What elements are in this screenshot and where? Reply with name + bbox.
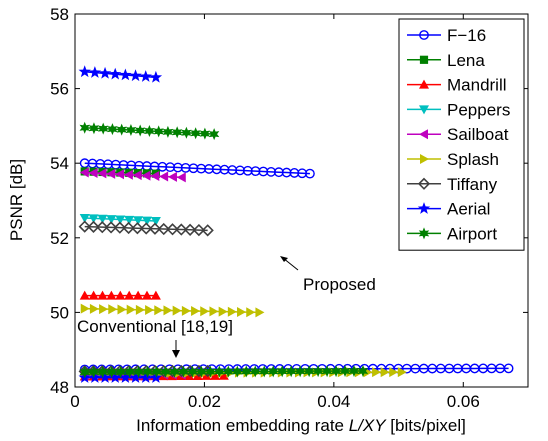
legend-label-lena: Lena <box>447 51 485 70</box>
legend-label-tiffany: Tiffany <box>447 175 498 194</box>
x-axis-label-post: [bits/pixel] <box>386 416 466 435</box>
legend-label-mandrill: Mandrill <box>447 76 507 95</box>
annotation-conventional: Conventional [18,19] <box>77 317 233 336</box>
y-tick-label: 48 <box>50 378 69 397</box>
y-tick-label: 54 <box>50 154 69 173</box>
x-axis-label-pre: Information embedding rate <box>136 416 349 435</box>
x-tick-label: 0 <box>70 392 79 411</box>
x-tick-label: 0.06 <box>447 392 480 411</box>
annotation-proposed: Proposed <box>303 275 376 294</box>
y-tick-label: 50 <box>50 303 69 322</box>
legend-label-splash: Splash <box>447 150 499 169</box>
legend-label-aerial: Aerial <box>447 200 490 219</box>
x-axis-label-italic: L/XY <box>349 416 388 435</box>
y-axis-label: PSNR [dB] <box>7 159 26 241</box>
x-tick-label: 0.04 <box>317 392 350 411</box>
legend-marker-lena <box>420 56 427 63</box>
legend-label-sailboat: Sailboat <box>447 125 509 144</box>
legend: F−16 Lena Mandrill Peppers Sailboat Splash Tif… <box>399 19 524 250</box>
legend-label-f16: F−16 <box>447 26 486 45</box>
legend-label-peppers: Peppers <box>447 100 510 119</box>
x-axis-label: Information embedding rate L/XY [bits/pi… <box>136 416 466 435</box>
y-tick-label: 52 <box>50 229 69 248</box>
legend-label-airport: Airport <box>447 224 497 243</box>
y-tick-label: 58 <box>50 5 69 24</box>
x-tick-label: 0.02 <box>188 392 221 411</box>
y-tick-label: 56 <box>50 80 69 99</box>
